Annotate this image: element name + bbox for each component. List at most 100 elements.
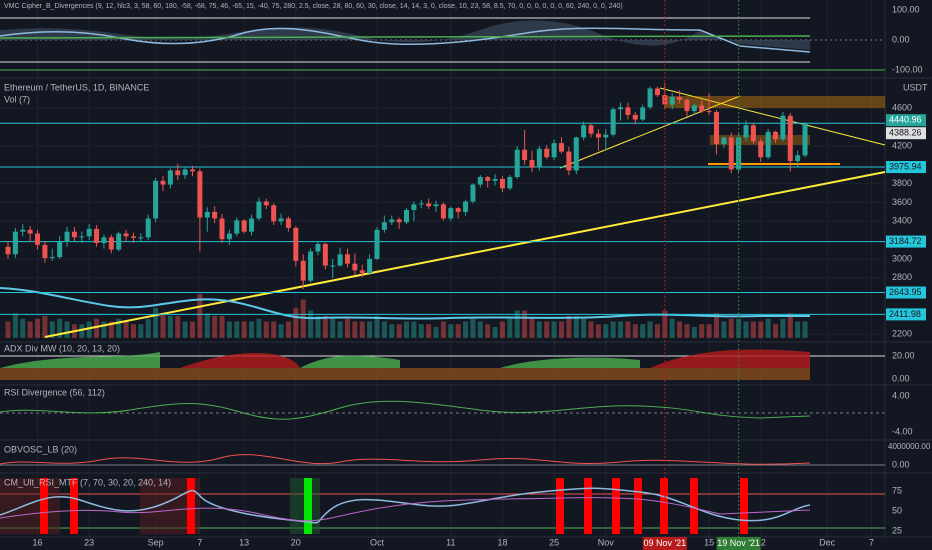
volume-bar — [359, 321, 365, 338]
volume-bar — [632, 324, 638, 338]
volume-bar — [603, 324, 609, 338]
candle-body — [27, 229, 33, 234]
currency: USDT — [903, 82, 928, 92]
candle-body — [610, 109, 616, 135]
pane-tick: 75 — [892, 485, 902, 495]
candle-body — [167, 170, 173, 185]
candle-body — [94, 228, 100, 243]
level-tag — [886, 235, 926, 248]
volume-bar — [507, 318, 513, 338]
candle-body — [404, 210, 410, 223]
candle-body — [389, 219, 395, 223]
candle-body — [64, 231, 70, 243]
x-tick-label: 23 — [84, 537, 94, 547]
volume-bar — [49, 321, 55, 338]
volume-bar — [116, 318, 122, 338]
candle-body — [42, 244, 48, 259]
volume-bar — [625, 321, 631, 338]
vmc-pane — [0, 17, 885, 71]
volume-bar — [595, 324, 601, 338]
candle-body — [507, 177, 513, 189]
volume-bar — [647, 321, 653, 338]
volume-bar — [802, 321, 808, 338]
candle-body — [640, 107, 646, 120]
volume-bar — [713, 313, 719, 338]
candle-body — [514, 149, 520, 178]
x-tick-label: 7 — [197, 537, 202, 547]
volume-bar — [728, 318, 734, 338]
candle-body — [293, 227, 299, 261]
volume-bar — [470, 318, 476, 338]
volume-bar — [499, 321, 505, 338]
candle-body — [499, 178, 505, 189]
volume-bar — [640, 324, 646, 338]
pane-tick: -100.00 — [892, 64, 923, 74]
candle-body — [374, 229, 380, 259]
price-label: 4440.96 — [889, 115, 922, 125]
candle-body — [551, 143, 557, 158]
pane-tick: 20.00 — [892, 350, 915, 360]
candle-body — [448, 208, 454, 219]
candle-body — [787, 115, 793, 162]
volume-bar — [463, 321, 469, 338]
volume-bar — [212, 316, 218, 338]
candle-body — [212, 211, 218, 219]
candle-body — [278, 218, 284, 222]
volume-bar — [35, 318, 41, 338]
candle-body — [256, 201, 262, 219]
candle-body — [160, 180, 166, 185]
volume-bar — [780, 318, 786, 338]
volume-bar — [344, 318, 350, 338]
candle-body — [485, 177, 491, 181]
volume-bar — [529, 318, 535, 338]
volume-bar — [522, 310, 528, 338]
candle-body — [12, 231, 18, 255]
candle-body — [5, 246, 11, 255]
candle-body — [536, 148, 542, 168]
volume-bar — [588, 321, 594, 338]
volume-bar — [396, 324, 402, 338]
y-tick-label: 2800 — [892, 272, 912, 282]
candle-body — [315, 243, 321, 252]
x-tick-label: 11 — [446, 537, 455, 547]
candle-body — [773, 131, 779, 140]
candle-body — [352, 263, 358, 271]
volume-bar — [308, 310, 314, 338]
pane-label: VMC Cipher_B_Divergences (9, 12, hlc3, 3… — [4, 3, 623, 10]
x-tick-label: 13 — [239, 537, 249, 547]
candle-body — [130, 236, 136, 238]
trendlines — [44, 87, 886, 338]
volume-bar — [566, 316, 572, 338]
level-tag — [886, 161, 926, 174]
x-tick-label: Oct — [370, 537, 385, 547]
y-tick-label: 3400 — [892, 216, 912, 226]
volume-bar — [234, 321, 240, 338]
candle-body — [758, 141, 764, 158]
candle-body — [300, 260, 306, 281]
candle-body — [234, 220, 240, 234]
volume-bar — [544, 321, 550, 338]
candle-body — [595, 133, 601, 138]
volume-label: Vol (7) — [4, 94, 30, 104]
volume-bar — [160, 313, 166, 338]
volume-bar — [795, 321, 801, 338]
candle-body — [713, 112, 719, 145]
volume-bar — [389, 324, 395, 338]
level-tag — [886, 308, 926, 321]
pane-tick: 4.00 — [892, 390, 910, 400]
volume-bar — [138, 324, 144, 338]
x-tick-label: Sep — [148, 537, 164, 547]
candle-body — [780, 115, 786, 140]
candle-body — [322, 243, 328, 266]
candle-body — [647, 88, 653, 108]
pane-label: RSI Divergence (56, 112) — [4, 387, 105, 397]
volume-bar — [256, 318, 262, 338]
candle-body — [662, 95, 668, 105]
volume-bar — [57, 318, 63, 338]
level-tag — [886, 286, 926, 299]
candle-body — [721, 137, 727, 145]
candle-body — [344, 254, 350, 264]
volume-bar — [573, 316, 579, 338]
volume-ma — [0, 287, 810, 320]
volume-bar — [175, 316, 181, 338]
